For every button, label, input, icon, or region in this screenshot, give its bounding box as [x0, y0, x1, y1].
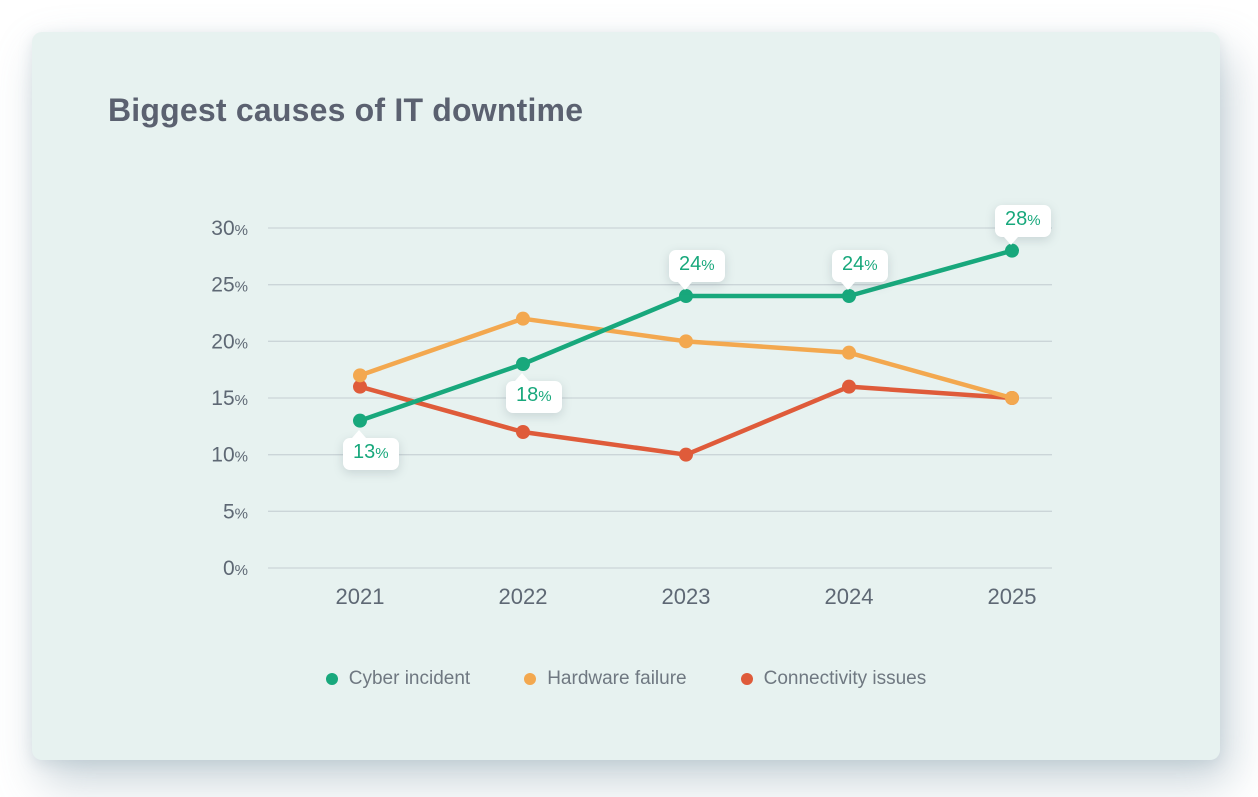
value-callout: 28% [995, 204, 1051, 245]
legend-label: Cyber incident [348, 668, 471, 689]
data-point [842, 345, 856, 360]
callout-pointer [841, 282, 855, 290]
callout-pointer [678, 282, 692, 290]
chart-title: Biggest causes of IT downtime [108, 92, 584, 128]
data-point [516, 425, 530, 439]
data-point [353, 368, 367, 383]
value-callout: 18% [506, 373, 562, 413]
legend-dot-icon [325, 673, 338, 685]
value-callout: 13% [343, 429, 399, 470]
x-axis-tick-label: 2022 [499, 584, 548, 609]
data-point [679, 289, 693, 303]
data-point [842, 289, 856, 303]
callout-pointer [1004, 236, 1018, 245]
y-axis-tick-label: 15% [211, 387, 248, 410]
y-axis-tick-label: 0% [223, 557, 248, 580]
data-point [679, 334, 693, 349]
data-point [1005, 391, 1019, 405]
callout-pointer [352, 429, 366, 438]
legend-dot-icon [524, 673, 537, 685]
y-axis-tick-label: 25% [211, 274, 248, 297]
legend-label: Connectivity issues [763, 668, 927, 689]
y-axis-tick-label: 30% [211, 217, 248, 240]
legend-item-connectivity-issues: Connectivity issues [740, 668, 927, 690]
x-axis-tick-label: 2023 [662, 584, 711, 609]
callout-pointer [515, 373, 529, 381]
data-point [1005, 243, 1019, 258]
legend-label: Hardware failure [547, 668, 687, 689]
value-callout: 24% [669, 250, 725, 290]
chart-legend: Cyber incident Hardware failure Connectivi… [136, 666, 1116, 692]
chart-plot-area: 0% 5% 10% 15% 20% 25% 30% 2021 2022 2023 2024 2025 [211, 217, 1052, 609]
chart-card: Biggest causes of IT downtime 0% 5% 10% 15%… [32, 32, 1220, 760]
x-axis-tick-label: 2021 [336, 584, 385, 609]
legend-dot-icon [740, 673, 753, 685]
series-line [357, 384, 1015, 457]
data-point [516, 311, 530, 326]
legend-item-hardware-failure: Hardware failure [524, 668, 687, 690]
x-axis-tick-label: 2025 [988, 584, 1037, 609]
data-point [353, 413, 367, 428]
line-chart: 0% 5% 10% 15% 20% 25% 30% 2021 2022 2023 2024 2025 … [32, 32, 1220, 760]
data-point [842, 379, 856, 394]
data-point [516, 357, 530, 371]
legend-item-cyber-incident: Cyber incident [325, 668, 471, 690]
data-point [679, 447, 693, 462]
y-axis-tick-label: 20% [211, 330, 248, 353]
data-point [353, 379, 367, 394]
x-axis-tick-label: 2024 [825, 584, 874, 609]
y-axis-tick-label: 10% [211, 444, 248, 467]
value-callout: 24% [832, 250, 888, 290]
y-axis-tick-label: 5% [223, 500, 248, 523]
